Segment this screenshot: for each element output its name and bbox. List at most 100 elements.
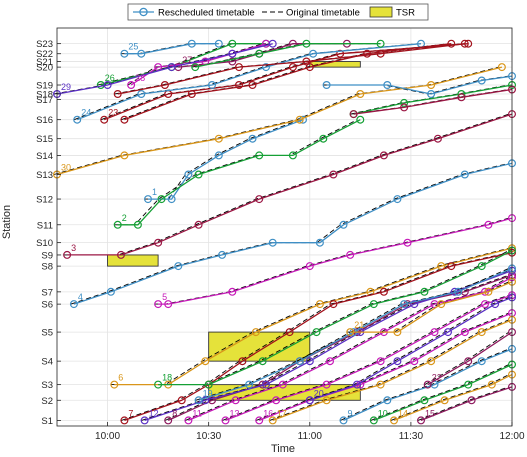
train-label: 9 [348,408,353,418]
y-tick-label: S22 [36,49,53,60]
stop-marker [238,357,247,366]
stop-marker [133,220,142,229]
y-tick-label: S13 [36,170,53,181]
rescheduled-line-23 [103,43,469,121]
stop-marker [460,170,469,179]
stop-marker [305,63,314,72]
y-tick-label: S4 [41,357,53,368]
y-tick-label: S23 [36,39,53,50]
rescheduled-line-29 [56,43,273,95]
stop-marker [420,396,429,405]
train-label: 10 [378,408,388,418]
y-tick-label: S12 [36,195,53,206]
train-label: 14 [398,408,408,418]
stop-marker [477,76,486,85]
stop-marker [137,49,146,58]
stop-marker [187,89,196,98]
stop-marker [309,49,318,58]
stop-marker [214,151,223,160]
stop-marker [484,220,493,229]
x-axis-label: Time [271,443,295,455]
stop-marker [268,416,277,425]
train-label: 1 [152,187,157,197]
stop-marker [194,170,203,179]
y-axis-label: Station [1,205,13,239]
stop-marker [160,80,169,89]
y-tick-label: S8 [41,262,53,273]
train-label: 27 [182,55,192,65]
stop-marker [144,195,153,204]
rescheduled-line-16 [258,312,513,422]
y-tick-label: S16 [36,115,53,126]
stop-marker [376,39,385,48]
tsr-zone [107,254,159,267]
stop-marker [487,380,496,389]
stop-marker [120,49,129,58]
stop-marker [329,300,338,309]
stop-marker [305,357,314,366]
stop-marker [433,134,442,143]
rescheduled-line-10 [373,363,513,422]
original-timetable-line [370,364,510,421]
stop-marker [379,287,388,296]
stop-marker [322,380,331,389]
stop-marker [410,300,419,309]
stop-marker [110,380,119,389]
stop-marker [228,39,237,48]
train-label: 3 [71,243,76,253]
stop-marker [477,357,486,366]
stop-marker [336,49,345,58]
stop-marker [467,396,476,405]
stop-marker [208,80,217,89]
stop-marker [447,39,456,48]
stop-marker [248,134,257,143]
stop-marker [167,195,176,204]
original-timetable-line [185,276,510,421]
train-label: 5 [162,292,167,302]
stop-marker [154,238,163,247]
stop-marker [258,357,267,366]
stop-marker [100,115,109,124]
stop-marker [187,39,196,48]
stop-marker [214,134,223,143]
stop-marker [167,63,176,72]
original-timetable-line [390,374,510,421]
stop-marker [191,63,200,72]
stop-marker [383,396,392,405]
stop-marker [444,328,453,337]
y-tick-label: S2 [41,396,53,407]
y-tick-label: S10 [36,238,53,249]
train-label: 24 [81,108,91,118]
tsr-zone [208,331,311,362]
rescheduled-line-extra-30 [117,43,465,95]
stop-marker [376,380,385,389]
plot-frame [56,27,513,427]
stop-marker [363,49,372,58]
stop-marker [390,416,399,425]
stop-marker [369,300,378,309]
legend-original-label: Original timetable [286,8,360,19]
train-label: 19 [203,388,213,398]
x-tick-layer: 10:00 10:30 11:00 11:30 12:00 [95,422,525,442]
stop-marker [194,220,203,229]
stop-marker [420,287,429,296]
rescheduled-line-6 [114,247,513,386]
stop-marker [400,300,409,309]
stop-marker [235,80,244,89]
stop-marker [312,328,321,337]
stop-marker [268,238,277,247]
train-label: 11 [192,408,201,418]
x-tick-label: 11:00 [298,431,323,442]
stop-marker [447,262,456,271]
stop-marker [423,380,432,389]
y-tick-label: S7 [41,287,53,298]
stop-marker [369,416,378,425]
stop-marker [339,416,348,425]
stop-marker [464,357,473,366]
stop-marker [154,300,163,309]
y-tick-label: S19 [36,81,53,92]
stop-marker [157,195,166,204]
train-label: 30 [61,163,71,173]
stop-marker [255,151,264,160]
